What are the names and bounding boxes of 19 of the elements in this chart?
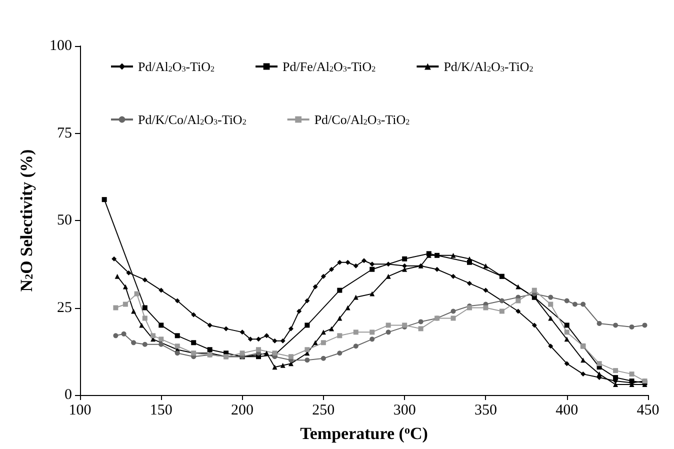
y-tick-label: 0 xyxy=(64,387,72,403)
y-tick-label: 50 xyxy=(57,212,72,228)
legend-label: Pd/Co/Al2O3-TiO2 xyxy=(314,112,410,127)
y-tick-label: 100 xyxy=(50,38,72,54)
legend-label: Pd/Fe/Al2O3-TiO2 xyxy=(282,59,376,74)
x-tick-label: 100 xyxy=(68,402,92,418)
x-tick-label: 200 xyxy=(231,402,254,418)
x-tick-label: 350 xyxy=(474,402,497,418)
legend-label: Pd/K/Co/Al2O3-TiO2 xyxy=(138,112,246,127)
legend-label: Pd/K/Al2O3-TiO2 xyxy=(444,59,534,74)
x-tick-label: 150 xyxy=(150,402,172,418)
legend-label: Pd/Al2O3-TiO2 xyxy=(138,59,215,74)
x-tick-label: 400 xyxy=(556,402,578,418)
x-tick-label: 300 xyxy=(393,402,416,418)
x-tick-label: 450 xyxy=(636,402,660,418)
y-tick-label: 25 xyxy=(57,300,72,316)
y-axis-title: N2O Selectivity (%) xyxy=(17,149,36,292)
x-tick-label: 250 xyxy=(312,402,335,418)
y-tick-label: 75 xyxy=(57,125,72,142)
